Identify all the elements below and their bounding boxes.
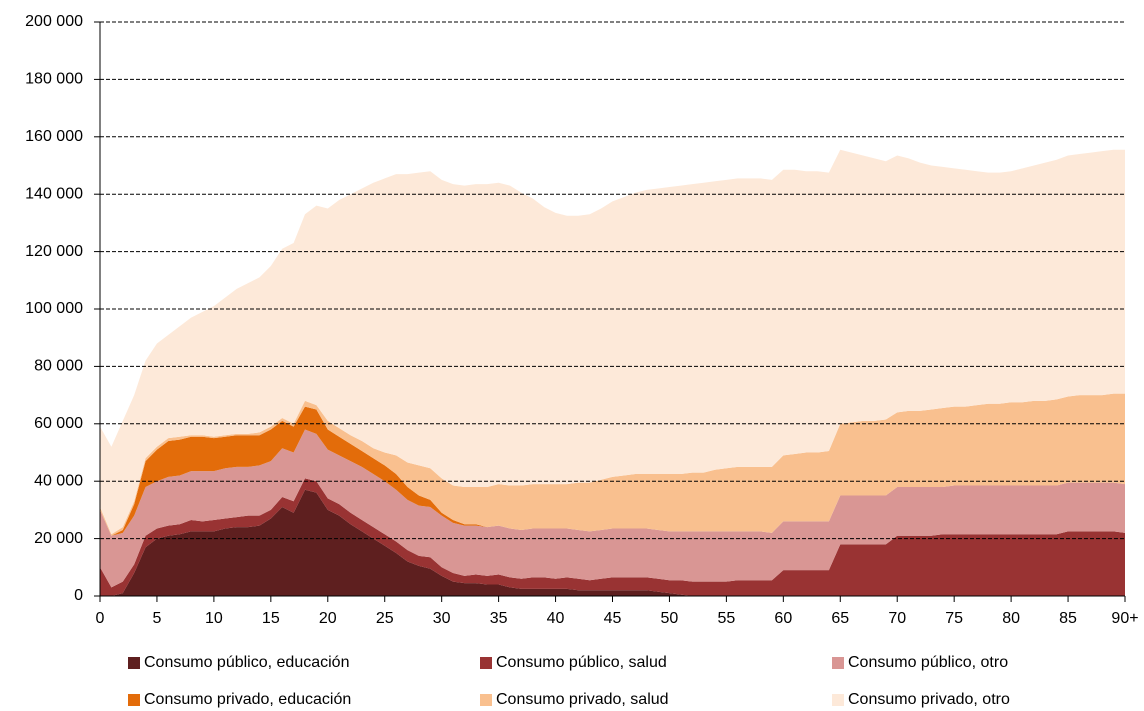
y-tick-label: 140 000	[25, 185, 83, 202]
x-tick-label: 15	[262, 610, 280, 627]
y-tick-label: 20 000	[34, 530, 83, 547]
legend-swatch	[480, 694, 492, 706]
y-tick-label: 80 000	[34, 358, 83, 375]
area	[100, 149, 1125, 535]
legend-swatch	[128, 694, 140, 706]
y-tick-label: 160 000	[25, 128, 83, 145]
x-tick-label: 65	[831, 610, 849, 627]
y-tick-label: 100 000	[25, 300, 83, 317]
x-tick-label: 60	[774, 610, 792, 627]
legend-swatch	[480, 657, 492, 669]
x-tick-label: 45	[604, 610, 622, 627]
x-tick-label: 40	[547, 610, 565, 627]
legend-label: Consumo público, educación	[144, 654, 349, 671]
y-tick-label: 200 000	[25, 13, 83, 30]
x-tick-label: 70	[888, 610, 906, 627]
x-tick-label: 20	[319, 610, 337, 627]
x-tick-label: 50	[661, 610, 679, 627]
y-tick-label: 0	[74, 587, 83, 604]
x-tick-label: 90+	[1111, 610, 1138, 627]
area	[100, 429, 1125, 588]
x-tick-label: 5	[152, 610, 161, 627]
x-tick-label: 10	[205, 610, 223, 627]
x-tick-label: 25	[376, 610, 394, 627]
y-tick-label: 60 000	[34, 415, 83, 432]
legend-label: Consumo privado, salud	[496, 691, 669, 708]
x-tick-label: 80	[1002, 610, 1020, 627]
x-tick-label: 0	[96, 610, 105, 627]
y-tick-label: 120 000	[25, 243, 83, 260]
legend-label: Consumo privado, educación	[144, 691, 351, 708]
x-tick-label: 30	[433, 610, 451, 627]
x-tick-label: 35	[490, 610, 508, 627]
x-tick-label: 55	[717, 610, 735, 627]
legend-label: Consumo privado, otro	[848, 691, 1010, 708]
legend-label: Consumo público, salud	[496, 654, 667, 671]
area	[100, 393, 1125, 536]
legend-label: Consumo público, otro	[848, 654, 1008, 671]
y-tick-label: 40 000	[34, 472, 83, 489]
x-tick-label: 75	[945, 610, 963, 627]
area	[100, 489, 1125, 596]
area	[100, 478, 1125, 596]
legend-swatch	[128, 657, 140, 669]
y-tick-label: 180 000	[25, 71, 83, 88]
legend-swatch	[832, 657, 844, 669]
legend-swatch	[832, 694, 844, 706]
x-tick-label: 85	[1059, 610, 1077, 627]
